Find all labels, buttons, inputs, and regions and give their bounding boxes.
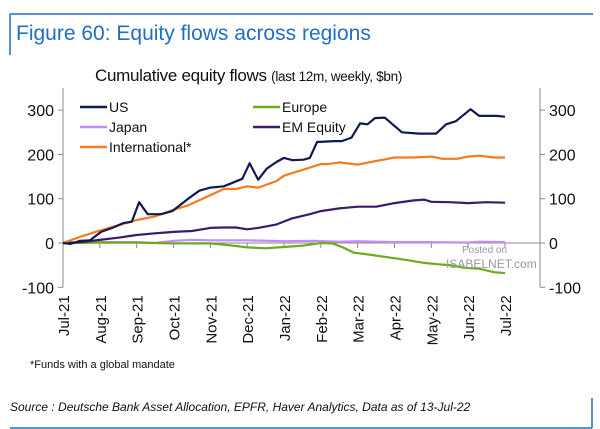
x-tick-label: Jul-22 [498, 295, 515, 336]
legend-label: Europe [282, 99, 327, 115]
y-tick-label-left: 200 [27, 147, 54, 164]
legend-label: EM Equity [282, 119, 346, 135]
x-tick-label: Jul-21 [56, 295, 73, 336]
y-tick-label-left: 300 [27, 103, 54, 120]
figure-frame [9, 13, 593, 429]
series-lines [62, 108, 506, 275]
x-tick-label: Apr-22 [388, 295, 405, 340]
series-line-em-equity [62, 198, 506, 245]
y-tick-label-left: -100 [22, 280, 54, 297]
legend-label: US [109, 99, 128, 115]
watermark-line1: Posted on [462, 245, 508, 256]
series-line-international [62, 154, 505, 245]
x-tick-label: May-22 [424, 295, 441, 345]
x-tick-label: Aug-21 [93, 295, 110, 343]
footnote: *Funds with a global mandate [30, 359, 175, 371]
legend-item: Japan [80, 119, 147, 135]
y-tick-label-left: 100 [27, 192, 54, 209]
x-tick-label: Nov-21 [203, 295, 220, 343]
y-tick-label-left: 0 [45, 236, 54, 253]
legend-label: Japan [109, 119, 147, 135]
legend-item: Europe [253, 99, 327, 115]
x-tick-label: Sep-21 [130, 295, 147, 343]
y-tick-label-right: 100 [549, 192, 576, 209]
y-tick-label-right: 0 [549, 236, 558, 253]
series-line-europe [62, 241, 506, 275]
axes: -100 -100 0 0 100 100 200 200 300 300 Jul-21 Aug-21… [22, 87, 581, 345]
figure-title: Figure 60: Equity flows across regions [16, 22, 371, 45]
chart-subtitle: (last 12m, weekly, $bn) [271, 69, 403, 84]
source-note: Source : Deutsche Bank Asset Allocation,… [10, 400, 471, 414]
x-tick-label: Oct-21 [167, 295, 184, 340]
x-tick-label: Jun-22 [461, 295, 478, 341]
x-tick-label: Mar-22 [351, 295, 368, 343]
chart-title: Cumulative equity flows (last 12m, weekl… [95, 66, 402, 86]
legend-item: US [80, 99, 128, 115]
legend-item: EM Equity [253, 119, 346, 135]
legend-item: International* [80, 139, 192, 155]
legend-label: International* [109, 139, 192, 155]
y-tick-label-right: 200 [549, 147, 576, 164]
watermark-line2: ISABELNET.com [446, 257, 537, 271]
x-tick-label: Feb-22 [314, 295, 331, 343]
chart-title-main: Cumulative equity flows [95, 66, 267, 85]
legend: US Europe Japan EM Equity International* [80, 99, 346, 155]
x-tick-label: Jan-22 [277, 295, 294, 341]
y-tick-label-right: 300 [549, 103, 576, 120]
y-tick-label-right: -100 [549, 280, 581, 297]
x-tick-label: Dec-21 [240, 295, 257, 343]
series-line-us [62, 108, 506, 245]
